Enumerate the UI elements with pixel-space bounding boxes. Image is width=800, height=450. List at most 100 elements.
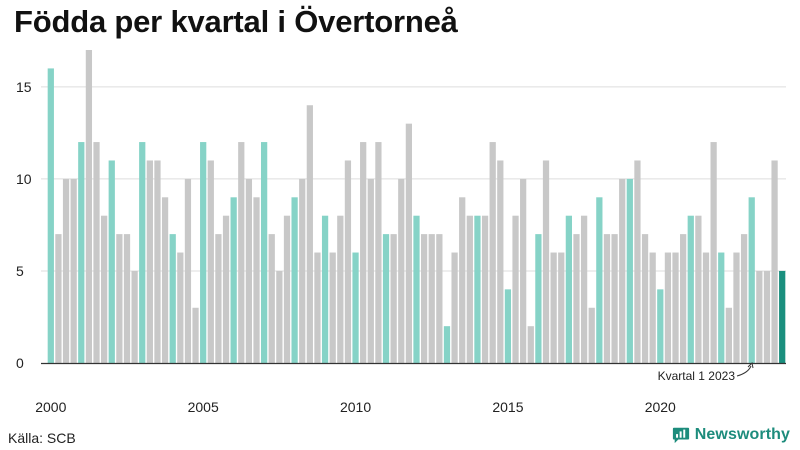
bar: 2002 K2: 7 [116, 234, 123, 363]
bar: 2019 K3: 7 [641, 234, 649, 363]
bar: 2000 K4: 10 [70, 178, 77, 363]
bar: 2001 K4: 8 [101, 215, 108, 363]
bar: 2020 K2: 6 [664, 252, 672, 363]
bar-q1: 2006 K1: 9 [230, 197, 237, 363]
brand[interactable]: Newsworthy [672, 426, 790, 444]
bar-q1: 2003 K1: 12 [139, 142, 146, 363]
bar-q1: 2007 K1: 12 [261, 142, 268, 363]
bar: 2001 K3: 12 [93, 142, 100, 363]
bar-q1: 2008 K1: 9 [291, 197, 298, 363]
bar: 2020 K4: 7 [680, 234, 687, 363]
bar: 2017 K3: 8 [580, 215, 588, 363]
bar: 2002 K3: 7 [123, 234, 131, 363]
bar-q1: 2016 K1: 7 [535, 234, 542, 363]
bar: 2013 K4: 8 [466, 215, 473, 363]
bar-q1: 2013 K1: 2 [443, 326, 451, 363]
bar: 2005 K2: 11 [207, 160, 214, 363]
bar: 2009 K3: 8 [337, 215, 344, 363]
bar: 2001 K2: 17 [85, 50, 93, 363]
bar: 2022 K4: 7 [740, 234, 748, 363]
bar: undefined: 5 [763, 270, 771, 363]
bar: 2016 K4: 6 [558, 252, 565, 363]
annotation-arrow [736, 365, 752, 377]
bar: 2022 K3: 6 [733, 252, 740, 363]
bar-q1: 2004 K1: 7 [169, 234, 176, 363]
x-tick-label: 2005 [188, 399, 219, 415]
bar: 2018 K3: 7 [611, 234, 618, 363]
bar-q1: 2011 K1: 7 [382, 234, 390, 363]
bar: 2008 K3: 14 [306, 105, 313, 363]
bar-q1: 2022 K1: 6 [718, 252, 725, 363]
annotation-label: Kvartal 1 2023 [658, 369, 736, 383]
x-axis-ticks: 2000 2005 2010 2015 2020 [35, 399, 676, 415]
chart-title: Födda per kvartal i Övertorneå [14, 4, 458, 39]
bar: 2003 K4: 9 [161, 197, 169, 363]
bar: 2015 K4: 2 [527, 326, 534, 363]
bar: 2016 K3: 6 [550, 252, 557, 363]
bar: 2002 K4: 5 [131, 270, 138, 363]
bar: 2020 K3: 6 [672, 252, 679, 363]
bar-q1: 2012 K1: 8 [413, 215, 420, 363]
bar: undefined: 5 [756, 270, 763, 363]
bar: 2011 K2: 7 [390, 234, 397, 363]
bar-q1: 2015 K1: 4 [504, 289, 512, 363]
bar: 2000 K3: 10 [62, 178, 70, 363]
bar: undefined: 11 [771, 160, 778, 363]
bar: 2018 K4: 10 [619, 178, 626, 363]
bar: 2014 K4: 11 [497, 160, 504, 363]
bar-q1: 2020 K1: 4 [657, 289, 664, 363]
bar: 2021 K2: 8 [695, 215, 702, 363]
bar: 2009 K2: 6 [329, 252, 336, 363]
x-tick-label: 2000 [35, 399, 66, 415]
bar: 2019 K4: 6 [649, 252, 656, 363]
bar-q1: 2019 K1: 10 [626, 178, 633, 363]
bar: 2011 K3: 10 [398, 178, 405, 363]
y-axis-ticks: 0 5 10 15 [16, 79, 32, 371]
bar: 2006 K4: 9 [253, 197, 260, 363]
bar: 2022 K2: 3 [725, 307, 732, 363]
bar: 2013 K3: 9 [459, 197, 466, 363]
bar: 2004 K2: 6 [177, 252, 184, 363]
bar: 2007 K2: 7 [268, 234, 275, 363]
bar: 2006 K3: 10 [245, 178, 253, 363]
bar: 2010 K2: 12 [360, 142, 367, 363]
bar-q1: 2005 K1: 12 [200, 142, 207, 363]
bar-latest: undefined: 5 [779, 270, 786, 363]
bar-q1: 2017 K1: 8 [565, 215, 572, 363]
bar-q1: 2002 K1: 11 [108, 160, 115, 363]
bar-q1: 2018 K1: 9 [596, 197, 603, 363]
y-tick-label: 10 [16, 171, 32, 187]
bar: 2013 K2: 6 [451, 252, 458, 363]
bar: 2005 K3: 7 [215, 234, 222, 363]
bar: 2021 K3: 6 [702, 252, 710, 363]
bar: 2017 K4: 3 [588, 307, 595, 363]
bar: 2012 K2: 7 [420, 234, 428, 363]
bar-q1: 2021 K1: 8 [687, 215, 694, 363]
bar: 2007 K4: 8 [283, 215, 291, 363]
bar: 2006 K2: 12 [238, 142, 245, 363]
bar: 2004 K4: 3 [192, 307, 199, 363]
x-tick-label: 2010 [340, 399, 371, 415]
bar: 2016 K2: 11 [542, 160, 550, 363]
bars: 2000 K1: 162000 K2: 72000 K3: 102000 K4:… [47, 50, 786, 363]
bar: 2012 K4: 7 [436, 234, 443, 363]
bar: 2004 K3: 10 [184, 178, 192, 363]
bar: 2009 K4: 11 [344, 160, 352, 363]
brand-name: Newsworthy [694, 426, 790, 443]
bar: 2019 K2: 11 [634, 160, 641, 363]
latest-quarter-annotation: Kvartal 1 2023 [658, 361, 754, 383]
bar: 2021 K4: 12 [710, 142, 717, 363]
y-tick-label: 5 [16, 263, 24, 279]
bar-q1: 2014 K1: 8 [474, 215, 481, 363]
bar: 2011 K4: 13 [405, 123, 413, 363]
bar: 2008 K4: 6 [314, 252, 321, 363]
x-tick-label: 2020 [645, 399, 676, 415]
bar-q1: 2023 K1: 9 [748, 197, 755, 363]
bar: 2015 K3: 10 [520, 178, 527, 363]
bar: 2012 K3: 7 [428, 234, 435, 363]
bar: 2008 K2: 10 [299, 178, 306, 363]
bar: 2003 K3: 11 [154, 160, 161, 363]
bar: 2010 K4: 12 [375, 142, 382, 363]
bar-q1: 2001 K1: 12 [78, 142, 85, 363]
